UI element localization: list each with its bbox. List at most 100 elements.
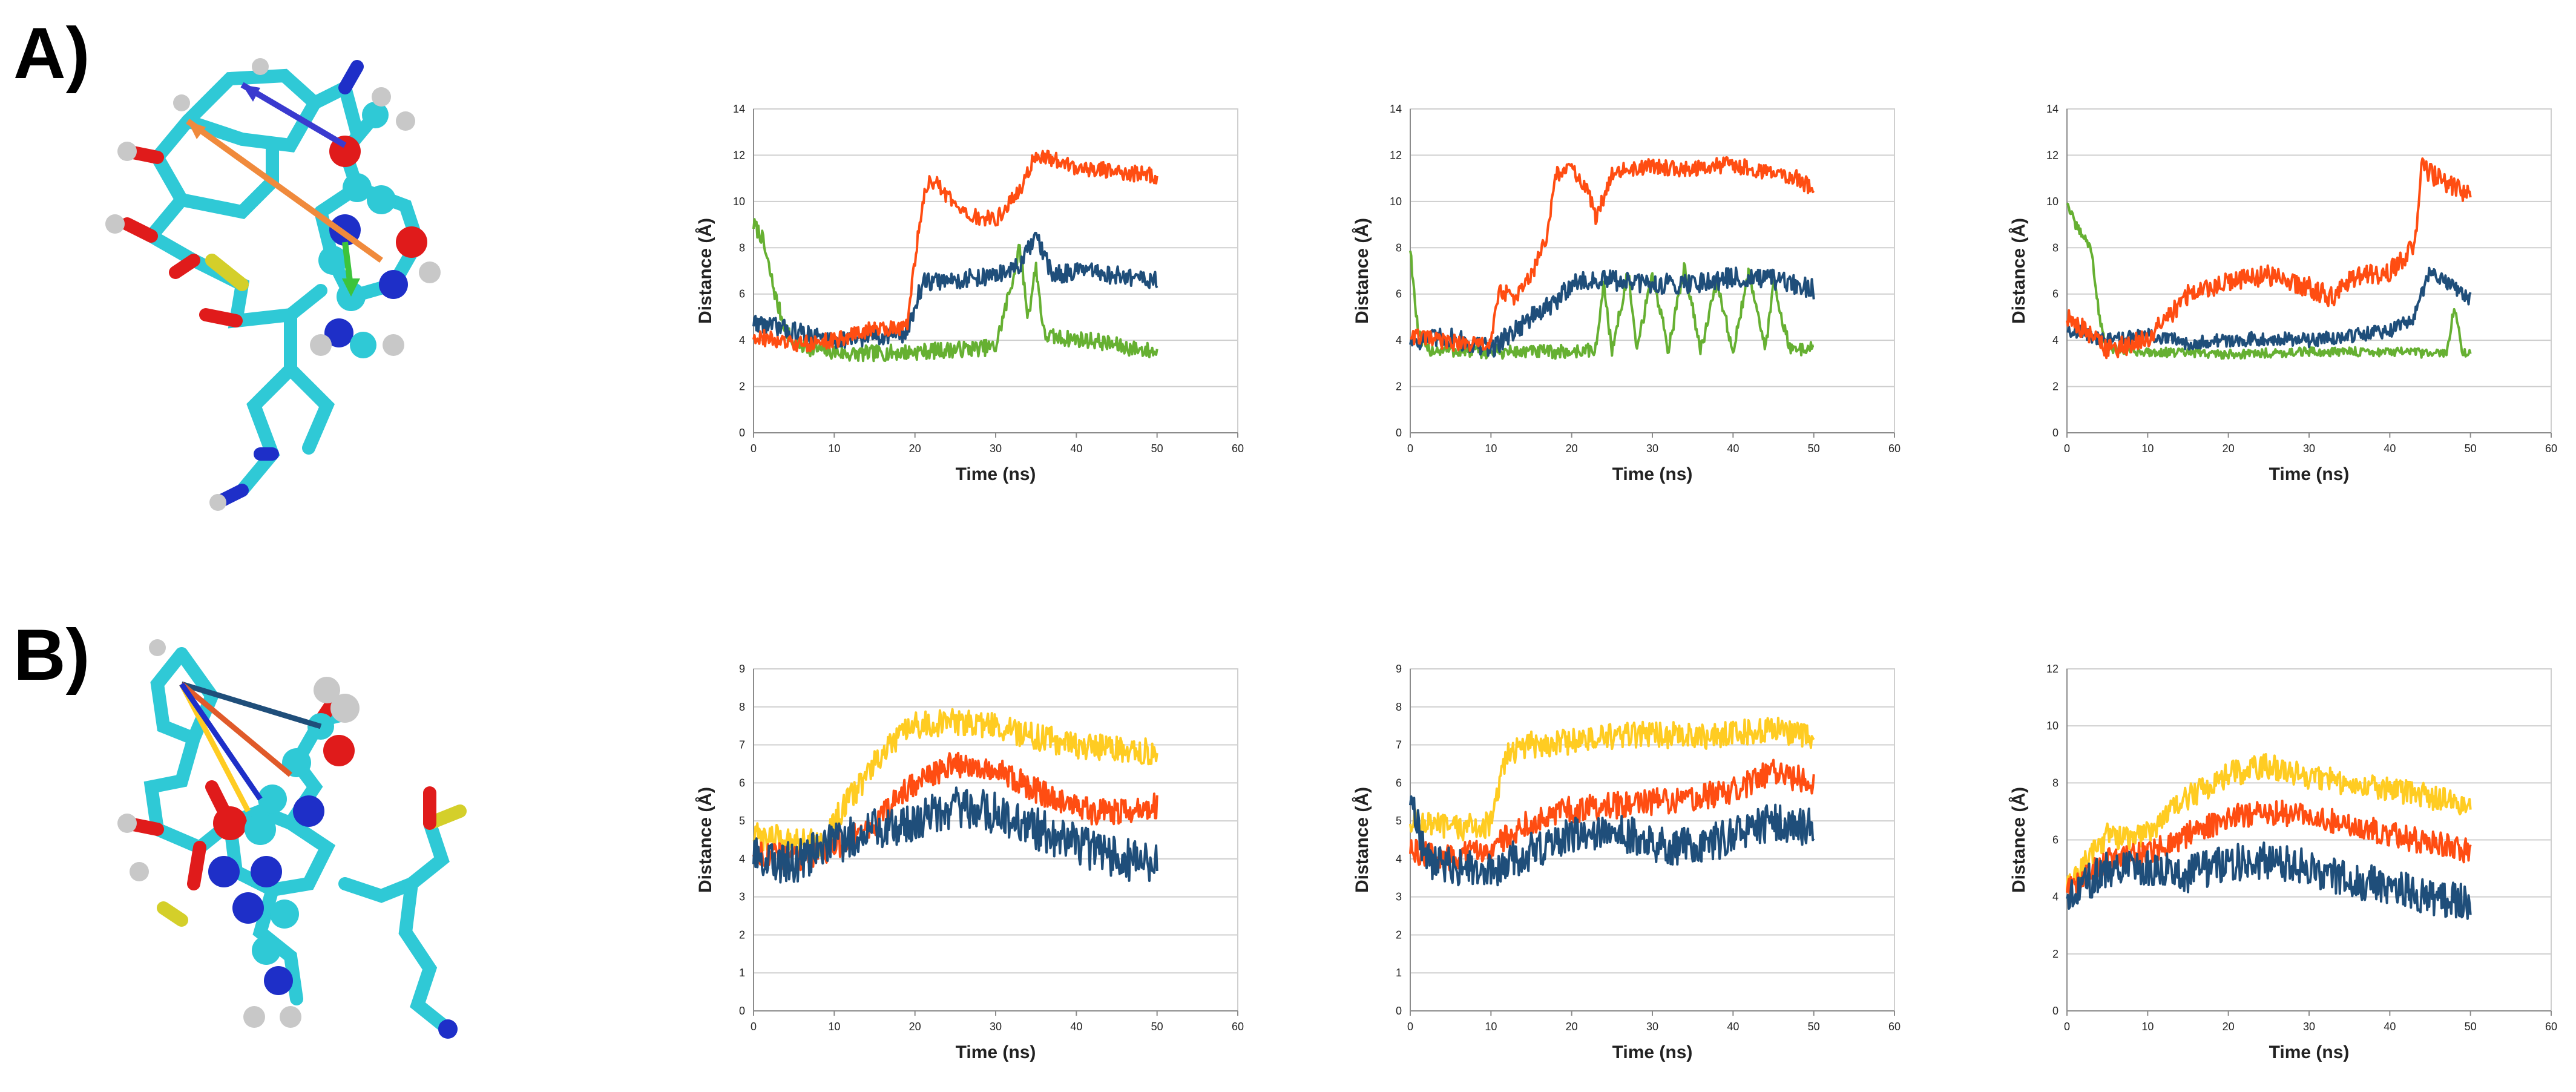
- panel-label-b: B): [13, 614, 90, 696]
- y-axis-label: Distance (Å): [2009, 218, 2029, 324]
- x-tick-label: 50: [2465, 442, 2477, 455]
- series-line-yellow: [2066, 753, 2472, 890]
- series-line-orange: [1409, 758, 1815, 872]
- y-tick-label: 4: [739, 853, 745, 865]
- distance-plot-a1: 0 2 4 6 8 10 12 14 0 10 20 30 40 50 60 Time (ns) Distanc…: [695, 103, 1244, 484]
- y-tick-label: 8: [1396, 242, 1402, 254]
- y-tick-label: 14: [2046, 103, 2058, 115]
- x-tick-label: 40: [2384, 442, 2396, 455]
- series-line-green: [2066, 202, 2472, 360]
- series-line-blue: [1409, 266, 1815, 358]
- x-tick-label: 0: [751, 1021, 757, 1033]
- y-tick-label: 8: [739, 701, 745, 713]
- series-line-blue: [752, 231, 1158, 349]
- x-tick-label: 60: [2545, 442, 2557, 455]
- x-tick-label: 20: [1566, 1021, 1578, 1033]
- distance-plot-b1: 0 1 2 3 4 5 6 7 8 9 0 10 20 30 40 50 60 Time (ns) Distance…: [695, 663, 1244, 1062]
- plot-frame: [1410, 108, 1895, 433]
- molecule-b-distance-arrows: [179, 681, 322, 813]
- molecule-b-bonds: [120, 647, 467, 1036]
- x-axis-label: Time (ns): [2269, 464, 2350, 484]
- y-tick-label: 4: [1396, 334, 1402, 346]
- distance-plot-b3: 0 2 4 6 8 10 12 0 10 20 30 40 50 60 Time (ns) Distance …: [2009, 663, 2557, 1062]
- x-tick-label: 20: [909, 442, 921, 455]
- y-tick-label: 4: [1396, 853, 1402, 865]
- series-line-orange: [2066, 800, 2472, 903]
- x-tick-label: 40: [2384, 1021, 2396, 1033]
- x-tick-label: 60: [1232, 1021, 1244, 1033]
- y-tick-label: 4: [2052, 334, 2058, 346]
- y-tick-label: 2: [1396, 929, 1402, 941]
- y-tick-label: 12: [2046, 663, 2058, 675]
- y-tick-label: 8: [1396, 701, 1402, 713]
- x-tick-label: 50: [2465, 1021, 2477, 1033]
- x-tick-label: 30: [2303, 442, 2315, 455]
- x-tick-label: 10: [1485, 1021, 1497, 1033]
- y-tick-label: 0: [1396, 1005, 1402, 1017]
- series-line-green: [1409, 251, 1815, 360]
- series-line-orange: [2066, 157, 2472, 360]
- y-tick-label: 8: [739, 242, 745, 254]
- y-tick-label: 12: [1390, 149, 1402, 161]
- x-tick-label: 20: [2223, 1021, 2235, 1033]
- x-tick-label: 10: [2141, 1021, 2154, 1033]
- y-tick-label: 10: [2046, 720, 2058, 732]
- y-axis-label: Distance (Å): [2009, 787, 2029, 893]
- y-tick-label: 1: [739, 967, 745, 979]
- y-tick-label: 0: [739, 1005, 745, 1017]
- series-line-blue: [2066, 841, 2472, 920]
- y-tick-label: 9: [1396, 663, 1402, 675]
- x-axis-label: Time (ns): [1612, 1042, 1693, 1062]
- y-axis-label: Distance (Å): [695, 218, 715, 324]
- y-tick-label: 9: [739, 663, 745, 675]
- y-tick-label: 0: [2052, 427, 2058, 439]
- molecule-a-distance-arrows: [186, 82, 383, 297]
- y-tick-label: 8: [2052, 777, 2058, 789]
- distance-plot-a2: 0 2 4 6 8 10 12 14 0 10 20 30 40 50 60 Time (ns) Distanc…: [1352, 103, 1901, 484]
- x-tick-label: 10: [1485, 442, 1497, 455]
- x-tick-label: 50: [1808, 1021, 1820, 1033]
- x-tick-label: 60: [1232, 442, 1244, 455]
- distance-plot-a3: 0 2 4 6 8 10 12 14 0 10 20 30 40 50 60 Time (ns) Distanc…: [2009, 103, 2557, 484]
- y-tick-label: 6: [2052, 288, 2058, 300]
- series-line-blue: [752, 786, 1158, 884]
- x-tick-label: 60: [2545, 1021, 2557, 1033]
- y-axis-label: Distance (Å): [1352, 787, 1372, 893]
- x-tick-label: 0: [751, 442, 757, 455]
- y-tick-label: 12: [733, 149, 745, 161]
- x-tick-label: 20: [1566, 442, 1578, 455]
- y-tick-label: 0: [2052, 1005, 2058, 1017]
- y-tick-label: 12: [2046, 149, 2058, 161]
- x-tick-label: 10: [828, 442, 840, 455]
- x-tick-label: 60: [1888, 1021, 1901, 1033]
- x-axis-label: Time (ns): [1612, 464, 1693, 484]
- y-tick-label: 14: [1390, 103, 1402, 115]
- x-tick-label: 30: [1646, 442, 1658, 455]
- x-tick-label: 60: [1888, 442, 1901, 455]
- x-tick-label: 30: [2303, 1021, 2315, 1033]
- y-tick-label: 6: [1396, 777, 1402, 789]
- y-tick-label: 0: [1396, 427, 1402, 439]
- y-tick-label: 0: [739, 427, 745, 439]
- y-tick-label: 4: [2052, 891, 2058, 903]
- y-tick-label: 7: [1396, 739, 1402, 751]
- y-tick-label: 6: [1396, 288, 1402, 300]
- plot-frame: [2066, 108, 2552, 433]
- x-tick-label: 0: [1407, 442, 1413, 455]
- x-tick-label: 30: [990, 1021, 1002, 1033]
- series-line-orange: [1410, 156, 1815, 352]
- x-tick-label: 10: [2141, 442, 2154, 455]
- y-tick-label: 2: [1396, 381, 1402, 393]
- y-tick-label: 6: [739, 777, 745, 789]
- y-tick-label: 2: [739, 381, 745, 393]
- series-line-orange: [752, 150, 1158, 353]
- series-line-blue: [1409, 795, 1815, 887]
- x-tick-label: 50: [1808, 442, 1820, 455]
- x-tick-label: 0: [2064, 1021, 2070, 1033]
- y-tick-label: 1: [1396, 967, 1402, 979]
- y-tick-label: 10: [1390, 196, 1402, 208]
- panel-label-a: A): [13, 13, 90, 94]
- x-tick-label: 0: [1407, 1021, 1413, 1033]
- y-tick-label: 2: [739, 929, 745, 941]
- y-tick-label: 14: [733, 103, 745, 115]
